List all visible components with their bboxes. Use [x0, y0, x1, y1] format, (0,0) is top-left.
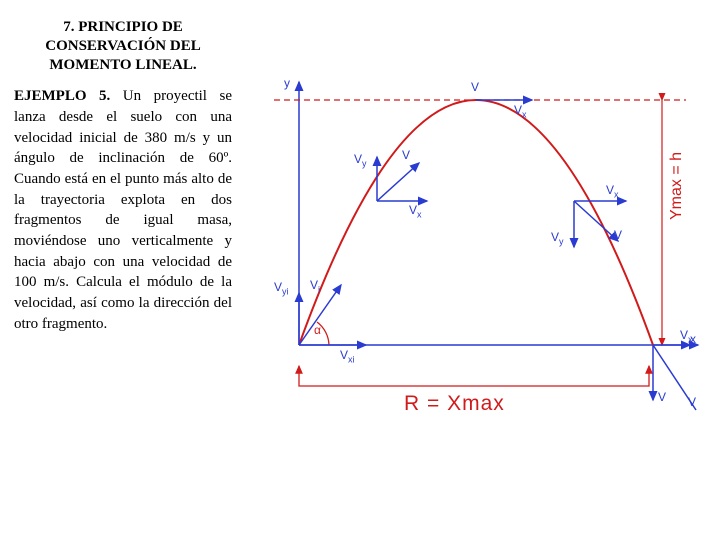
v-apex-label: V	[471, 80, 479, 94]
v-below-label: V	[688, 395, 696, 409]
vx-apex-label: Vx	[514, 103, 527, 119]
ymax-label: Ymax = h	[668, 152, 686, 220]
v-up-label: V	[402, 148, 410, 162]
section-title: 7. PRINCIPIO DE CONSERVACIÓN DEL MOMENTO…	[14, 18, 232, 74]
title-line-3: MOMENTO LINEAL.	[49, 57, 196, 73]
alpha-label: α	[314, 323, 321, 337]
trajectory-curve	[299, 100, 653, 345]
vy-down-label: Vy	[551, 230, 564, 246]
title-line-1: 7. PRINCIPIO DE	[63, 19, 183, 35]
vy-up-label: Vy	[354, 152, 367, 168]
text-column: 7. PRINCIPIO DE CONSERVACIÓN DEL MOMENTO…	[14, 18, 232, 335]
diagram-column: y x V Vyi Vi Vxi Vy V Vx Vx Vy Vx V Vx V…	[244, 18, 706, 335]
example-paragraph: EJEMPLO 5. Un proyectil se lanza desde e…	[14, 86, 232, 334]
projectile-diagram: y x V Vyi Vi Vxi Vy V Vx Vx Vy Vx V Vx V…	[244, 70, 702, 440]
vx-down-label: Vx	[606, 183, 619, 199]
y-axis-label: y	[284, 76, 290, 90]
range-bracket	[299, 372, 649, 386]
example-lead: EJEMPLO 5.	[14, 88, 110, 104]
vyi-label: Vyi	[274, 280, 289, 296]
vx-land-label: Vx	[680, 328, 693, 344]
title-line-2: CONSERVACIÓN DEL	[45, 38, 200, 54]
vxi-label: Vxi	[340, 348, 355, 364]
v-down-label: V	[614, 228, 622, 242]
v-down-vector	[574, 201, 618, 241]
vy-land-label: V	[658, 390, 666, 404]
range-label: R = Xmax	[404, 392, 505, 416]
diagram-svg	[244, 70, 702, 440]
vx-up-label: Vx	[409, 203, 422, 219]
example-body: Un proyectil se lanza desde el suelo con…	[14, 88, 232, 332]
vi-label: Vi	[310, 278, 320, 294]
